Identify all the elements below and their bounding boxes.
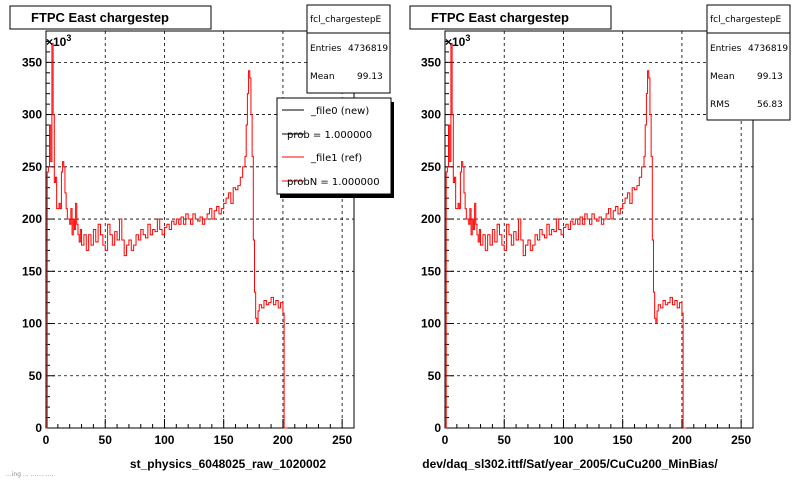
left-x-tick-label-50: 50	[99, 433, 113, 447]
left-title-box	[9, 5, 212, 30]
right-x-tick-label-250: 250	[731, 433, 751, 447]
left-y-tick-label-50: 50	[29, 369, 43, 383]
right-stats-entries-value: 4736819	[748, 44, 788, 54]
left-y-tick-label-350: 350	[22, 55, 42, 69]
left-legend: _file0 (new) prob = 1.000000 _file1 (ref…	[276, 97, 394, 198]
right-title-box	[409, 5, 612, 30]
left-plot-frame	[45, 30, 355, 429]
left-x-tick-label-100: 100	[154, 433, 174, 447]
right-stats-mean-value: 99.13	[757, 72, 783, 82]
right-stats-mean-label: Mean	[710, 72, 735, 82]
right-y-tick-label-200: 200	[421, 212, 441, 226]
left-title: FTPC East chargestep	[31, 10, 169, 25]
right-y-tick-label-50: 50	[428, 369, 442, 383]
left-x-axis-title: st_physics_6048025_raw_1020002	[130, 457, 326, 471]
left-y-tick-label-300: 300	[22, 108, 42, 122]
left-y-tick-label-250: 250	[22, 160, 42, 174]
left-x-tick-label-150: 150	[214, 433, 234, 447]
right-panel: 0 50 100 150 200 250 0 50 100 150 200 250 300 350 ×10…	[409, 4, 791, 471]
left-stats-mean-value: 99.13	[357, 72, 383, 82]
right-x-axis-title: dev/daq_sl302.ittf/Sat/year_2005/CuCu200…	[422, 457, 718, 471]
right-x-tick-label-150: 150	[613, 433, 633, 447]
left-stats-entries-value: 4736819	[348, 44, 388, 54]
legend-entry-probn: probN = 1.000000	[287, 177, 380, 188]
left-histogram-line	[46, 43, 288, 429]
right-stats-name: fcl_chargestepE	[710, 15, 782, 25]
right-stats-rms-label: RMS	[710, 100, 730, 110]
left-y-tick-label-100: 100	[22, 317, 42, 331]
left-x-tick-label-200: 200	[273, 433, 293, 447]
left-y-tick-label-150: 150	[22, 264, 42, 278]
legend-entry-ref: _file1 (ref)	[310, 153, 362, 164]
right-grid	[445, 31, 753, 428]
left-stats-entries-label: Entries	[310, 44, 342, 54]
right-x-tick-label-50: 50	[498, 433, 512, 447]
left-panel: 0 50 100 150 200 250 0 50 100 150 200 250 300 350 ×10…	[9, 4, 394, 471]
right-exponent-label: ×103	[445, 33, 470, 49]
right-plot-frame	[444, 30, 754, 429]
right-y-tick-label-0: 0	[434, 421, 441, 435]
right-x-tick-label-0: 0	[442, 433, 449, 447]
right-stats-box: fcl_chargestepE Entries 4736819 Mean 99.…	[706, 4, 791, 121]
right-stats-entries-label: Entries	[710, 44, 742, 54]
right-title: FTPC East chargestep	[431, 10, 569, 25]
left-y-tick-label-0: 0	[35, 421, 42, 435]
legend-entry-new: _file0 (new)	[310, 106, 369, 117]
right-x-tick-label-200: 200	[672, 433, 692, 447]
right-ticks: 0 50 100 150 200 250 0 50 100 150 200 250 300 350	[421, 30, 754, 447]
left-x-tick-label-250: 250	[332, 433, 352, 447]
right-x-tick-label-100: 100	[553, 433, 573, 447]
left-x-tick-label-0: 0	[43, 433, 50, 447]
footer-text: ...ing ... ....... ....	[6, 471, 54, 478]
right-histogram-line	[445, 43, 687, 429]
left-exponent-label: ×103	[46, 33, 71, 49]
right-stats-rms-value: 56.83	[757, 100, 783, 110]
left-y-tick-label-200: 200	[22, 212, 42, 226]
legend-entry-prob: prob = 1.000000	[287, 130, 372, 141]
left-stats-mean-label: Mean	[310, 72, 335, 82]
right-y-tick-label-350: 350	[421, 55, 441, 69]
left-stats-box: fcl_chargestepE Entries 4736819 Mean 99.…	[306, 4, 391, 94]
right-y-tick-label-300: 300	[421, 108, 441, 122]
right-y-tick-label-150: 150	[421, 264, 441, 278]
left-stats-name: fcl_chargestepE	[310, 15, 382, 25]
left-ticks: 0 50 100 150 200 250 0 50 100 150 200 250 300 350	[22, 30, 355, 447]
right-y-tick-label-100: 100	[421, 317, 441, 331]
right-y-tick-label-250: 250	[421, 160, 441, 174]
